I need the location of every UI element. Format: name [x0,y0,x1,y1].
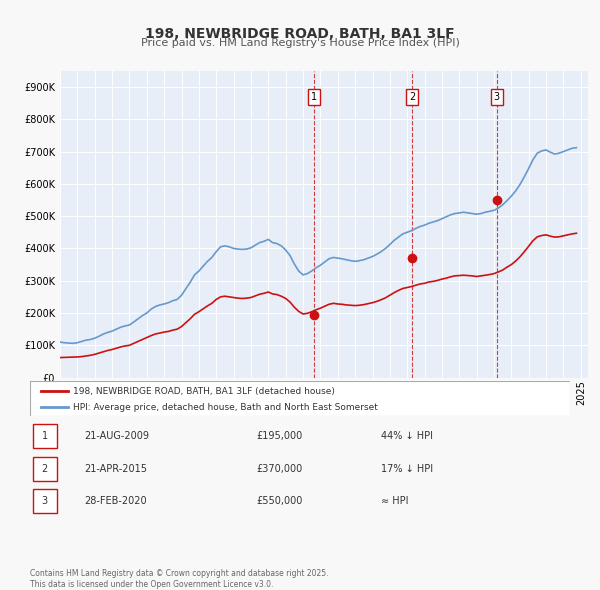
Text: 1: 1 [41,431,47,441]
Text: £550,000: £550,000 [257,496,303,506]
FancyBboxPatch shape [33,424,57,448]
Text: £370,000: £370,000 [257,464,303,474]
Text: 198, NEWBRIDGE ROAD, BATH, BA1 3LF: 198, NEWBRIDGE ROAD, BATH, BA1 3LF [145,27,455,41]
Text: ≈ HPI: ≈ HPI [381,496,409,506]
Text: 21-APR-2015: 21-APR-2015 [84,464,147,474]
Text: 2: 2 [409,91,416,101]
Text: 21-AUG-2009: 21-AUG-2009 [84,431,149,441]
FancyBboxPatch shape [33,489,57,513]
Text: 2: 2 [41,464,48,474]
Text: 3: 3 [494,91,500,101]
Text: 28-FEB-2020: 28-FEB-2020 [84,496,146,506]
Text: £195,000: £195,000 [257,431,303,441]
Text: 3: 3 [41,496,47,506]
Text: 44% ↓ HPI: 44% ↓ HPI [381,431,433,441]
Text: 1: 1 [311,91,317,101]
Text: 17% ↓ HPI: 17% ↓ HPI [381,464,433,474]
Text: Price paid vs. HM Land Registry's House Price Index (HPI): Price paid vs. HM Land Registry's House … [140,38,460,48]
Text: HPI: Average price, detached house, Bath and North East Somerset: HPI: Average price, detached house, Bath… [73,402,378,412]
FancyBboxPatch shape [33,457,57,481]
FancyBboxPatch shape [30,381,570,416]
Text: Contains HM Land Registry data © Crown copyright and database right 2025.
This d: Contains HM Land Registry data © Crown c… [30,569,329,589]
Text: 198, NEWBRIDGE ROAD, BATH, BA1 3LF (detached house): 198, NEWBRIDGE ROAD, BATH, BA1 3LF (deta… [73,386,335,396]
